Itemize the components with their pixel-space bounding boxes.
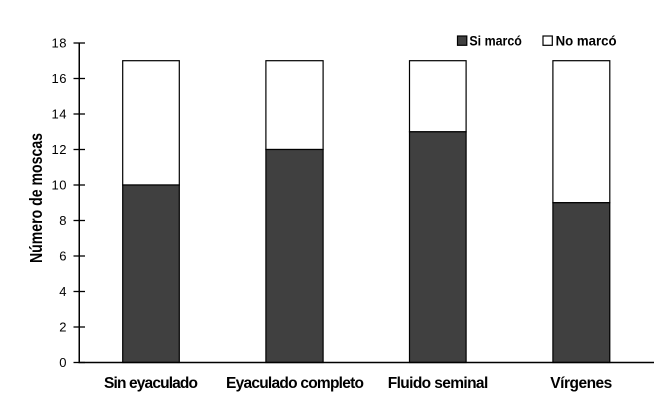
svg-text:Sin eyaculado: Sin eyaculado (104, 375, 198, 392)
svg-text:12: 12 (52, 142, 67, 157)
svg-text:10: 10 (52, 177, 67, 192)
svg-text:8: 8 (59, 213, 66, 228)
svg-text:16: 16 (52, 71, 67, 86)
svg-text:4: 4 (59, 284, 66, 299)
svg-text:Si marcó: Si marcó (469, 34, 522, 49)
svg-text:0: 0 (59, 355, 66, 370)
svg-text:Fluido seminal: Fluido seminal (388, 375, 489, 392)
svg-text:6: 6 (59, 248, 66, 263)
svg-text:Vírgenes: Vírgenes (550, 375, 612, 392)
svg-text:Número de moscas: Número de moscas (26, 133, 46, 263)
svg-text:18: 18 (52, 35, 67, 50)
svg-text:Eyaculado completo: Eyaculado completo (226, 375, 364, 392)
svg-text:2: 2 (59, 319, 66, 334)
svg-text:14: 14 (52, 106, 67, 121)
svg-text:No marcó: No marcó (556, 34, 617, 49)
